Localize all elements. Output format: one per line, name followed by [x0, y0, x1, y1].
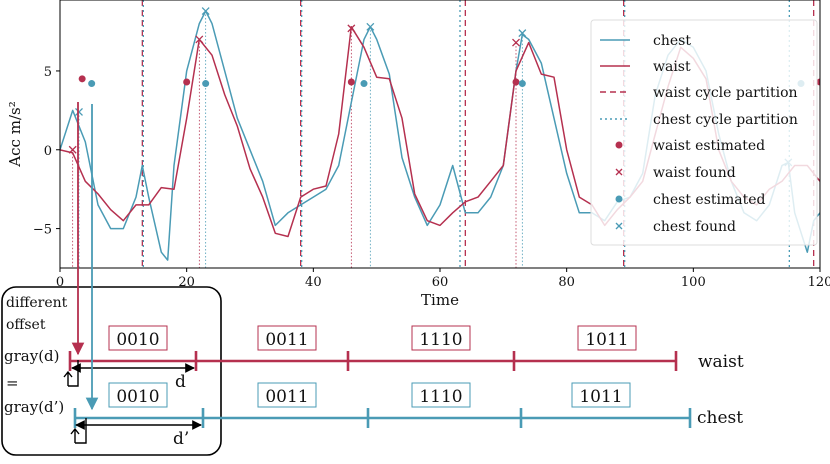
chest-estimated-point-1 [202, 80, 210, 88]
legend-label-waist-found: waist found [653, 165, 736, 181]
waist-timeline-label: waist [698, 352, 744, 372]
waist-found-point-2 [347, 24, 356, 33]
d-prime-label: d’ [173, 429, 189, 449]
legend-swatch-chest-estimated [615, 195, 623, 203]
chest-found-point-1 [201, 7, 210, 15]
waist-found-point-3-stroke-b [512, 38, 520, 47]
x-axis-label: Time [421, 291, 459, 309]
chest-found-point-0 [75, 107, 83, 116]
legend-label-chest-estimated: chest estimated [653, 192, 766, 208]
x-tick-label-40: 40 [305, 275, 322, 290]
chest-code-0-text: 0010 [116, 387, 159, 407]
y-tick-label-0: 0 [44, 144, 52, 159]
x-tick-label-80: 80 [558, 275, 575, 290]
waist-found-point-0 [68, 145, 77, 154]
waist-code-1: 0011 [257, 325, 317, 351]
waist-estimated-point-1 [183, 78, 191, 86]
waist-found-point-0-stroke-b [68, 145, 77, 154]
waist-code-2-frame [411, 325, 471, 351]
waist-offset-marker [63, 360, 79, 387]
x-tick-label-0: 0 [56, 275, 64, 290]
chest-estimated-point-2 [360, 80, 368, 88]
chest-estimated-point-3 [518, 80, 526, 88]
waist-code-0-frame [108, 325, 168, 351]
legend-swatch-waist-estimated [615, 141, 623, 149]
waist-found-point-1-stroke-b [195, 35, 204, 44]
chest-found-point-2 [366, 22, 375, 31]
waist-code-2: 1110 [411, 325, 471, 351]
x-tick-label-60: 60 [432, 275, 449, 290]
waist-estimated-point-3 [512, 78, 520, 86]
waist-code-0: 0010 [108, 325, 168, 351]
chest-code-0-frame [108, 382, 168, 408]
chest-offset-marker [70, 418, 87, 444]
y-tick-label--5: −5 [33, 223, 52, 238]
box-line-offset: offset [6, 317, 46, 333]
chest-timeline-label: chest [697, 408, 743, 428]
waist-code-0-text: 0010 [116, 330, 159, 350]
chest-code-2-text: 1110 [419, 387, 462, 407]
legend-label-waist: waist [653, 59, 691, 75]
waist-code-1-text: 0011 [265, 330, 308, 350]
chest-found-point-3-stroke-b [518, 29, 527, 38]
x-tick-label-120: 120 [808, 275, 830, 290]
waist-code-2-text: 1110 [419, 330, 462, 350]
legend-swatch-chest-found [615, 222, 623, 230]
legend: chest waist waist cycle partition chest … [590, 19, 818, 246]
chest-found-point-2-stroke-b [366, 22, 375, 31]
waist-found-point-2-stroke-b [347, 24, 356, 33]
legend-label-chest-partition: chest cycle partition [653, 112, 798, 128]
chest-found-point-0-stroke-b [75, 107, 83, 116]
y-tick-label-5: 5 [44, 65, 52, 80]
legend-label-waist-estimated: waist estimated [653, 138, 765, 154]
chest-code-1-frame [257, 382, 317, 408]
x-tick-label-100: 100 [681, 275, 706, 290]
box-line-equals: = [6, 374, 19, 392]
box-line-gray-d: gray(d) [4, 347, 60, 365]
waist-code-3-frame [577, 325, 637, 351]
chest-code-0: 0010 [108, 382, 168, 408]
y-axis-label: Acc m/s² [6, 101, 24, 167]
waist-code-3: 1011 [577, 325, 637, 351]
waist-estimated-point-0 [78, 75, 86, 83]
chest-code-3: 1011 [571, 382, 631, 408]
box-line-different: different [6, 295, 68, 311]
chest-code-3-frame [571, 382, 631, 408]
chest-found-point-1-stroke-b [201, 7, 210, 15]
chest-code-2: 1110 [411, 382, 471, 408]
waist-estimated-point-2 [347, 78, 355, 86]
legend-label-chest: chest [653, 33, 691, 49]
legend-label-waist-partition: waist cycle partition [653, 85, 798, 101]
waist-code-1-frame [257, 325, 317, 351]
chest-code-3-text: 1011 [579, 387, 622, 407]
chest-code-2-frame [411, 382, 471, 408]
offset-diagram: different offset gray(d) = gray(d’) wais… [1, 102, 744, 456]
waist-found-point-3 [512, 38, 520, 47]
chest-found-point-3 [518, 29, 527, 38]
legend-swatch-waist-found [615, 168, 623, 176]
box-line-gray-d-prime: gray(d’) [4, 398, 64, 416]
waist-code-3-text: 1011 [585, 330, 628, 350]
legend-box [590, 19, 818, 246]
d-label: d [175, 372, 186, 392]
legend-label-chest-found: chest found [653, 219, 736, 235]
chest-code-1-text: 0011 [265, 387, 308, 407]
waist-found-point-1 [195, 35, 204, 44]
offset-box [1, 286, 222, 456]
chest-estimated-point-0 [88, 80, 96, 88]
chest-code-1: 0011 [257, 382, 317, 408]
